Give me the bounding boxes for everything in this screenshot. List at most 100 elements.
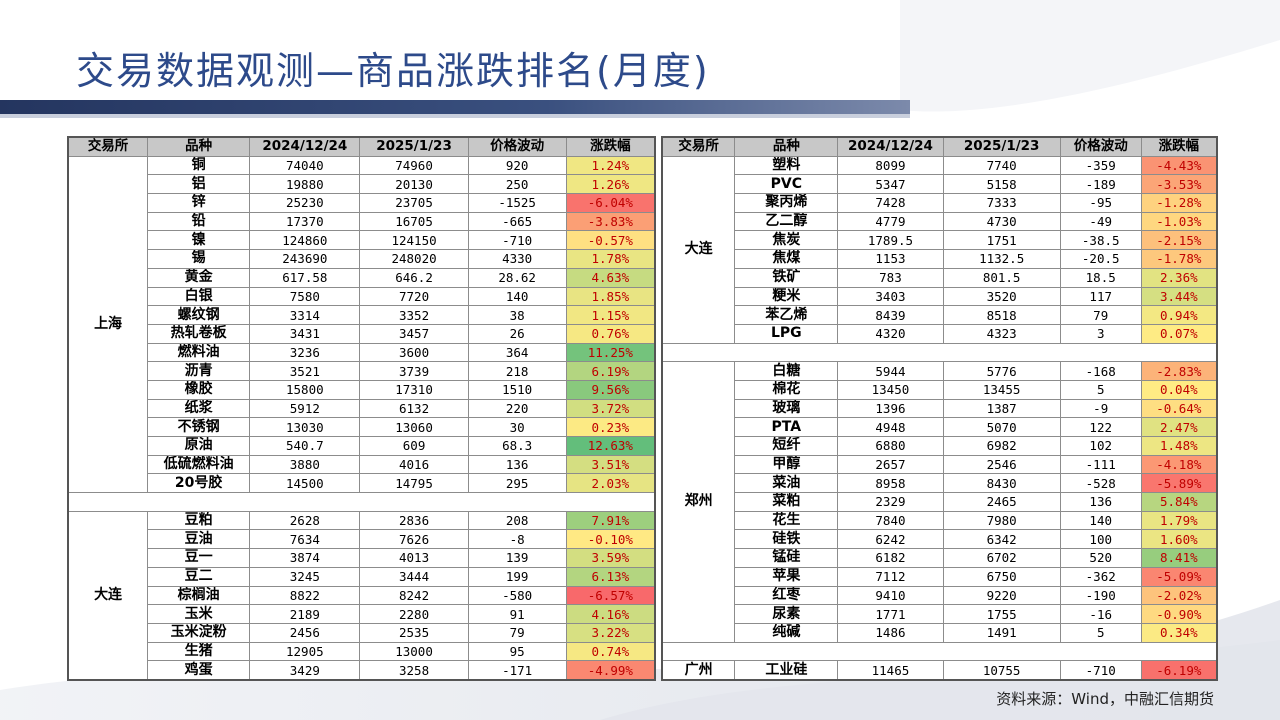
- table-row: 菜油 8958 8430 -528 -5.89%: [662, 473, 1218, 494]
- table-row: 铝 19880 20130 250 1.26%: [68, 174, 656, 195]
- header-exchange: 交易所: [67, 136, 149, 157]
- price-end-cell: 7333: [942, 193, 1061, 213]
- product-cell: 热轧卷板: [147, 323, 251, 344]
- table-header-row: 交易所 品种 2024/12/24 2025/1/23 价格波动 涨跌幅: [661, 136, 1218, 157]
- pct-change-cell: -0.64%: [1140, 398, 1218, 419]
- pct-change-cell: -5.09%: [1140, 566, 1218, 587]
- commodity-table-left: 交易所 品种 2024/12/24 2025/1/23 价格波动 涨跌幅 上海铜…: [67, 136, 656, 681]
- pct-change-cell: -1.78%: [1140, 249, 1218, 269]
- product-cell: PVC: [734, 174, 839, 195]
- price-change-cell: -1525: [467, 193, 567, 213]
- product-cell: 豆二: [147, 566, 251, 587]
- price-end-cell: 3739: [359, 361, 469, 381]
- exchange-cell: 上海: [67, 155, 149, 494]
- price-end-cell: 7720: [359, 286, 469, 307]
- pct-change-cell: 6.13%: [565, 566, 656, 587]
- pct-change-cell: 1.60%: [1140, 529, 1218, 550]
- price-end-cell: 5158: [942, 174, 1061, 195]
- product-cell: 甲醇: [734, 454, 839, 475]
- product-cell: 白糖: [734, 361, 839, 381]
- product-cell: 苹果: [734, 566, 839, 587]
- price-change-cell: 208: [467, 510, 567, 531]
- price-start-cell: 11465: [837, 660, 944, 681]
- pct-change-cell: 2.03%: [565, 473, 656, 494]
- price-end-cell: 10755: [942, 660, 1061, 681]
- price-start-cell: 5912: [249, 398, 361, 419]
- pct-change-cell: -4.43%: [1140, 155, 1218, 176]
- product-cell: 20号胶: [147, 473, 251, 494]
- table-row: 焦煤 1153 1132.5 -20.5 -1.78%: [662, 249, 1218, 269]
- table-row: 苯乙烯 8439 8518 79 0.94%: [662, 305, 1218, 325]
- price-change-cell: -49: [1059, 211, 1142, 232]
- price-change-cell: 199: [467, 566, 567, 587]
- price-end-cell: 4323: [942, 323, 1061, 344]
- product-cell: 铝: [147, 174, 251, 195]
- table-row: 铅 17370 16705 -665 -3.83%: [68, 211, 656, 232]
- product-cell: 菜油: [734, 473, 839, 494]
- price-start-cell: 7580: [249, 286, 361, 307]
- price-end-cell: 4016: [359, 454, 469, 475]
- price-change-cell: -168: [1059, 361, 1142, 381]
- price-start-cell: 2189: [249, 604, 361, 624]
- price-start-cell: 1771: [837, 604, 944, 624]
- price-end-cell: 7740: [942, 155, 1061, 176]
- price-end-cell: 6342: [942, 529, 1061, 550]
- header-product: 品种: [147, 136, 251, 157]
- header-date-end: 2025/1/23: [942, 136, 1061, 157]
- pct-change-cell: -5.89%: [1140, 473, 1218, 494]
- price-change-cell: 122: [1059, 417, 1142, 437]
- pct-change-cell: -0.90%: [1140, 604, 1218, 624]
- price-change-cell: 364: [467, 342, 567, 363]
- pct-change-cell: -6.57%: [565, 585, 656, 606]
- price-end-cell: 7626: [359, 529, 469, 550]
- price-end-cell: 6132: [359, 398, 469, 419]
- pct-change-cell: 5.84%: [1140, 492, 1218, 512]
- table-row: LPG 4320 4323 3 0.07%: [662, 323, 1218, 344]
- price-change-cell: 3: [1059, 323, 1142, 344]
- price-change-cell: 28.62: [467, 267, 567, 288]
- table-row: 甲醇 2657 2546 -111 -4.18%: [662, 454, 1218, 475]
- pct-change-cell: 2.36%: [1140, 267, 1218, 288]
- product-cell: 硅铁: [734, 529, 839, 550]
- pct-change-cell: -1.03%: [1140, 211, 1218, 232]
- table-row: 红枣 9410 9220 -190 -2.02%: [662, 585, 1218, 606]
- price-change-cell: -189: [1059, 174, 1142, 195]
- table-row: 20号胶 14500 14795 295 2.03%: [68, 473, 656, 494]
- product-cell: 纯碱: [734, 622, 839, 643]
- pct-change-cell: 9.56%: [565, 379, 656, 400]
- table-row: 玉米淀粉 2456 2535 79 3.22%: [68, 622, 656, 643]
- pct-change-cell: 7.91%: [565, 510, 656, 531]
- price-start-cell: 540.7: [249, 436, 361, 456]
- pct-change-cell: -3.83%: [565, 211, 656, 232]
- price-start-cell: 8822: [249, 585, 361, 606]
- price-start-cell: 3429: [249, 660, 361, 681]
- pct-change-cell: 3.59%: [565, 548, 656, 568]
- price-start-cell: 243690: [249, 249, 361, 269]
- product-cell: PTA: [734, 417, 839, 437]
- price-start-cell: 14500: [249, 473, 361, 494]
- price-end-cell: 1755: [942, 604, 1061, 624]
- price-start-cell: 2657: [837, 454, 944, 475]
- price-end-cell: 20130: [359, 174, 469, 195]
- price-end-cell: 14795: [359, 473, 469, 494]
- price-start-cell: 8958: [837, 473, 944, 494]
- table-row: 郑州 白糖 5944 5776 -168 -2.83%: [661, 361, 1218, 643]
- price-end-cell: 1387: [942, 398, 1061, 419]
- price-change-cell: 79: [467, 622, 567, 643]
- price-change-cell: -38.5: [1059, 230, 1142, 251]
- price-change-cell: 136: [467, 454, 567, 475]
- price-change-cell: 91: [467, 604, 567, 624]
- header-date-end: 2025/1/23: [359, 136, 469, 157]
- pct-change-cell: 0.74%: [565, 641, 656, 662]
- product-cell: 豆粕: [147, 510, 251, 531]
- price-start-cell: 617.58: [249, 267, 361, 288]
- price-end-cell: 2546: [942, 454, 1061, 475]
- table-row: 乙二醇 4779 4730 -49 -1.03%: [662, 211, 1218, 232]
- price-start-cell: 6880: [837, 436, 944, 456]
- product-cell: 玻璃: [734, 398, 839, 419]
- group-separator-row: [661, 342, 1218, 363]
- price-end-cell: 6702: [942, 548, 1061, 568]
- table-row: 沥青 3521 3739 218 6.19%: [68, 361, 656, 381]
- pct-change-cell: 2.47%: [1140, 417, 1218, 437]
- product-cell: 焦煤: [734, 249, 839, 269]
